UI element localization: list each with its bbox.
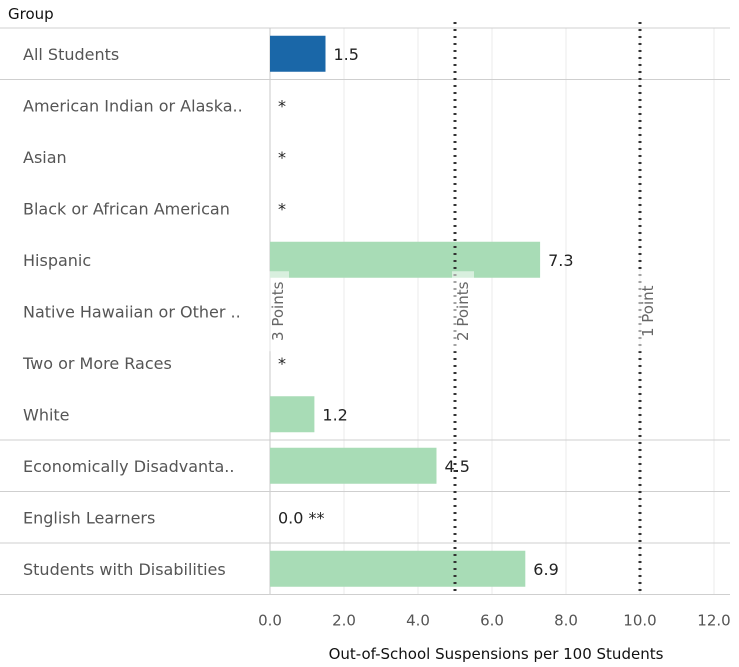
- reference-lines: 3 Points 2 Points 1 Point: [267, 22, 659, 595]
- reference-label-bg: [637, 271, 659, 352]
- value-label: 0.0 **: [278, 508, 325, 527]
- x-tick-label: 2.0: [332, 612, 356, 630]
- bar: [270, 447, 437, 484]
- value-label: 4.5: [445, 457, 470, 476]
- bar: [270, 550, 526, 587]
- row-label: Students with Disabilities: [23, 560, 226, 579]
- reference-label-bg: [267, 271, 289, 352]
- row-label: Asian: [23, 148, 67, 167]
- value-label: *: [278, 148, 286, 167]
- row-labels: All Students American Indian or Alaska.. A…: [22, 45, 243, 579]
- value-label: 6.9: [533, 560, 558, 579]
- row-label: English Learners: [23, 508, 155, 527]
- x-tick-label: 0.0: [258, 612, 282, 630]
- bar: [270, 241, 541, 278]
- reference-line-label: 1 Point: [639, 285, 657, 337]
- value-label: *: [278, 96, 286, 115]
- x-tick-label: 12.0: [697, 612, 730, 630]
- row-label: Native Hawaiian or Other ..: [23, 302, 241, 321]
- value-label: 1.5: [334, 45, 359, 64]
- row-label: Black or African American: [23, 199, 230, 218]
- value-label: *: [278, 199, 286, 218]
- x-axis-title: Out-of-School Suspensions per 100 Studen…: [329, 645, 664, 663]
- row-label: All Students: [23, 45, 119, 64]
- x-tick-label: 6.0: [480, 612, 504, 630]
- reference-label-bg: [452, 271, 474, 352]
- x-tick-label: 10.0: [623, 612, 656, 630]
- x-axis-ticks: 0.0 2.0 4.0 6.0 8.0 10.0 12.0: [258, 612, 731, 630]
- value-labels: 1.5 * * * 7.3 * 1.2 4.5 0.0 ** 6.9: [278, 45, 574, 579]
- bars: [270, 35, 541, 587]
- row-label: Economically Disadvanta..: [23, 457, 234, 476]
- reference-line-label: 3 Points: [269, 281, 287, 341]
- bar: [270, 396, 315, 433]
- x-tick-label: 8.0: [554, 612, 578, 630]
- row-label: Hispanic: [23, 251, 91, 270]
- value-label: *: [278, 354, 286, 373]
- row-header: Group: [8, 5, 54, 23]
- row-label: White: [23, 405, 70, 424]
- x-tick-label: 4.0: [406, 612, 430, 630]
- reference-line-label: 2 Points: [454, 281, 472, 341]
- value-label: 7.3: [548, 251, 573, 270]
- row-label: American Indian or Alaska..: [23, 96, 243, 115]
- bar: [270, 35, 326, 72]
- value-label: 1.2: [322, 405, 347, 424]
- row-label: Two or More Races: [22, 354, 172, 373]
